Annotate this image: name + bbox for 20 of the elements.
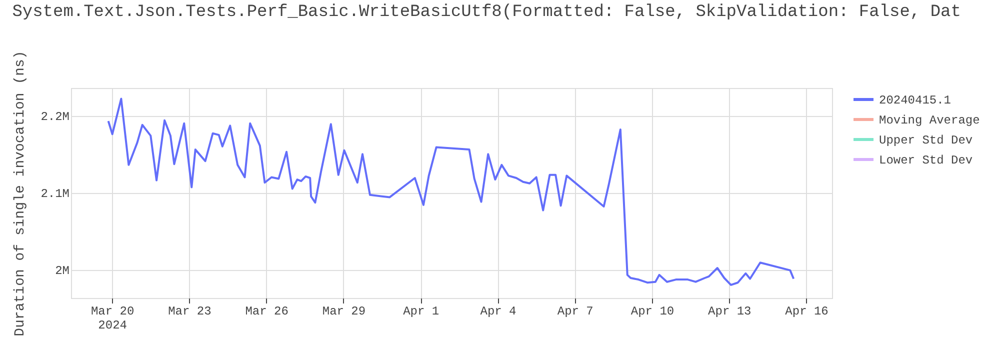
line-series [107, 98, 795, 286]
x-tick-label: Apr 1 [403, 304, 440, 318]
legend-label: Upper Std Dev [879, 134, 973, 148]
x-tick-label: Mar 20 2024 [90, 304, 134, 332]
legend-label: Moving Average [879, 114, 980, 128]
chart-title: System.Text.Json.Tests.Perf_Basic.WriteBasicUtf8(Formatted: False, SkipValidation: False, Dat [12, 3, 961, 22]
x-tick-label: Apr 13 [708, 304, 752, 318]
y-tick-label: 2.2M [40, 110, 70, 124]
y-axis-title: Duration of single invocation (ns) [12, 50, 29, 336]
x-tick-label: Apr 4 [480, 304, 516, 318]
legend-label: Lower Std Dev [879, 154, 973, 168]
x-tick-label: Mar 23 [168, 304, 212, 318]
x-tick-label: Apr 7 [557, 304, 594, 318]
y-tick-label: 2.1M [40, 187, 70, 202]
x-tick-label: Apr 16 [785, 304, 828, 318]
x-tick-label: Apr 10 [630, 304, 674, 318]
x-tick-label: Mar 26 [245, 304, 288, 318]
x-tick-label: Mar 29 [322, 304, 366, 318]
y-tick-label: 2M [55, 264, 70, 278]
legend-label: 20240415.1 [879, 94, 952, 108]
